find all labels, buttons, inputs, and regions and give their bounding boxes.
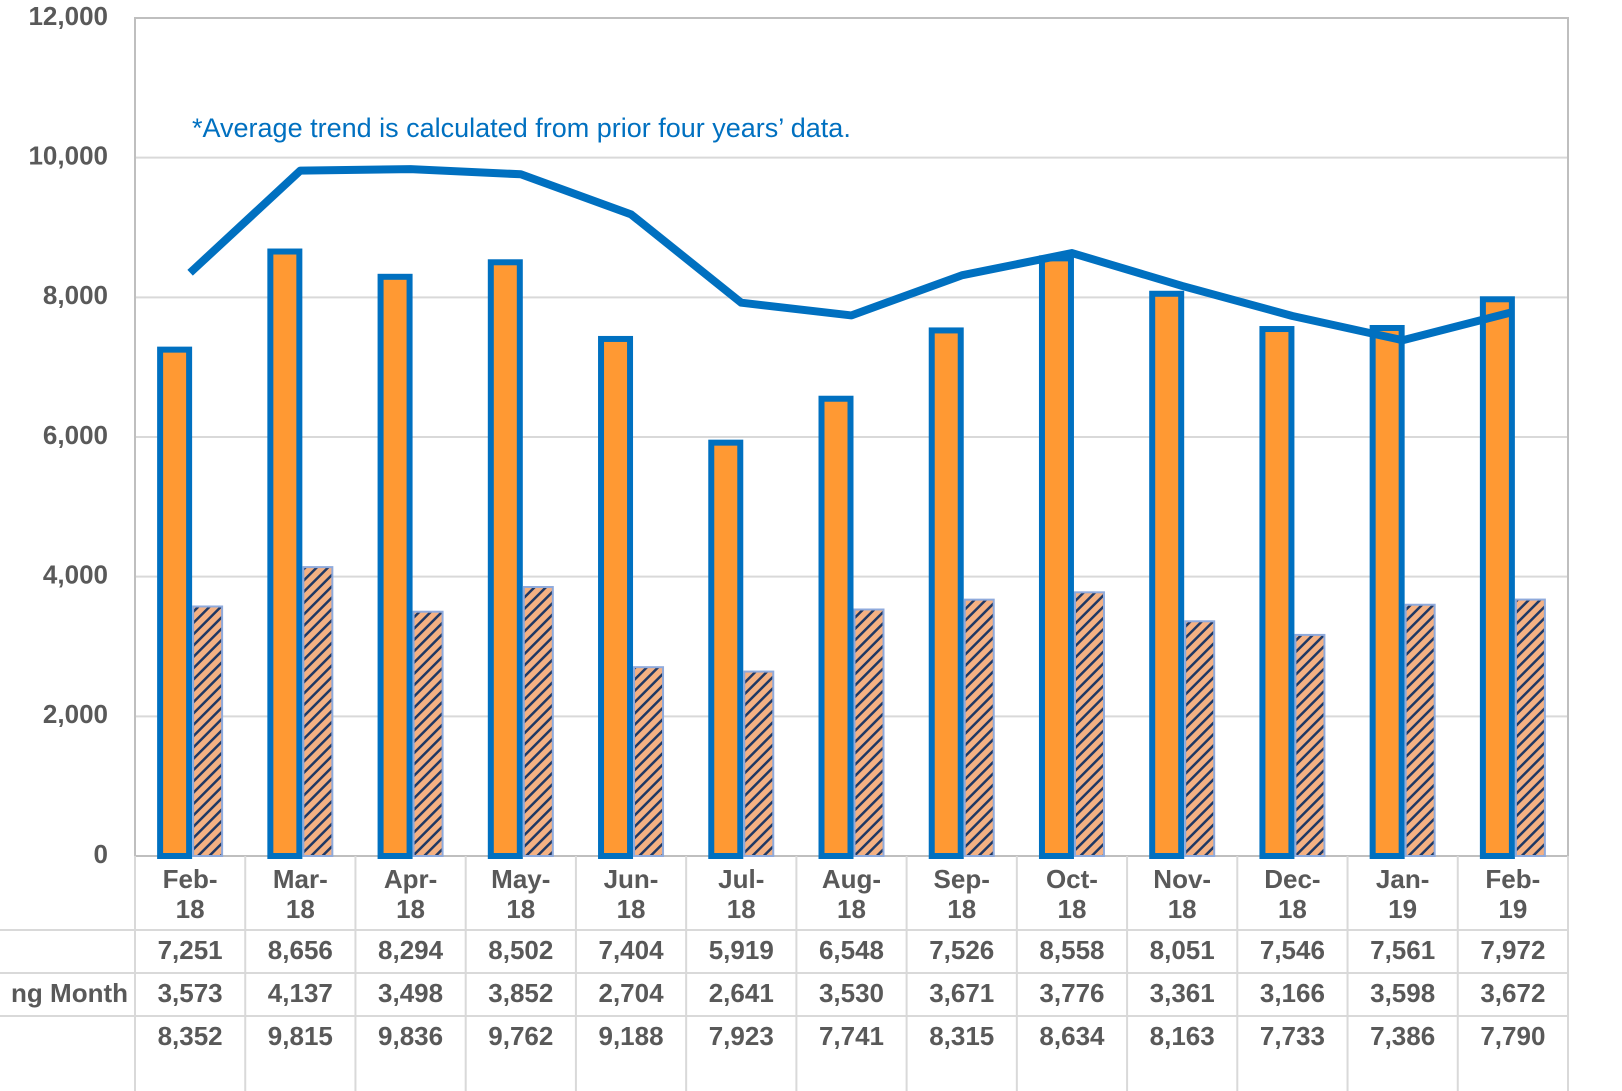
table-value: 4,137 <box>268 978 333 1008</box>
bar <box>1294 633 1326 857</box>
table-value: 8,558 <box>1039 935 1104 965</box>
bar <box>487 259 523 860</box>
x-tick-label: Sep-18 <box>933 864 990 924</box>
y-tick-label: 12,000 <box>28 1 108 31</box>
table-value: 8,294 <box>378 935 444 965</box>
y-tick-label: 4,000 <box>43 560 108 590</box>
y-tick-label: 10,000 <box>28 141 108 171</box>
table-value: 9,188 <box>598 1021 663 1051</box>
bar <box>598 335 634 860</box>
bar <box>928 327 964 859</box>
table-value: 8,352 <box>158 1021 223 1051</box>
table-value: 9,836 <box>378 1021 443 1051</box>
bar <box>1184 620 1216 857</box>
table-value: 3,672 <box>1480 978 1545 1008</box>
table-value: 7,741 <box>819 1021 884 1051</box>
table-value: 7,251 <box>158 935 223 965</box>
bar <box>1479 296 1515 859</box>
table-value: 8,163 <box>1150 1021 1215 1051</box>
table-value: 7,386 <box>1370 1021 1435 1051</box>
x-tick-label: Nov-18 <box>1153 864 1212 924</box>
table-value: 3,166 <box>1260 978 1325 1008</box>
table-value: 2,641 <box>709 978 774 1008</box>
table-value: 3,573 <box>158 978 223 1008</box>
bar <box>1404 603 1436 858</box>
x-tick-label: Mar-18 <box>272 864 328 924</box>
bar <box>1149 290 1185 859</box>
annotation: *Average trend is calculated from prior … <box>192 113 851 143</box>
x-tick-label: Feb-19 <box>1485 864 1541 924</box>
bar <box>1073 591 1105 857</box>
bar <box>192 605 224 857</box>
table-value: 8,656 <box>268 935 333 965</box>
x-tick-label: Jan-19 <box>1375 864 1430 924</box>
table-value: 6,548 <box>819 935 884 965</box>
bar <box>1259 326 1295 859</box>
y-tick-label: 8,000 <box>43 280 108 310</box>
table-value: 3,598 <box>1370 978 1435 1008</box>
x-tick-label: Jun-18 <box>603 864 659 924</box>
bar <box>633 666 665 857</box>
table-value: 7,404 <box>598 935 664 965</box>
table-value: 8,315 <box>929 1021 994 1051</box>
table-value: 7,561 <box>1370 935 1435 965</box>
x-tick-label: Feb-18 <box>162 864 218 924</box>
table-value: 7,972 <box>1480 935 1545 965</box>
bar <box>963 598 995 857</box>
bar <box>708 439 744 859</box>
table-value: 3,498 <box>378 978 443 1008</box>
table-value: 7,790 <box>1480 1021 1545 1051</box>
table-value: 8,502 <box>488 935 553 965</box>
bar <box>1369 324 1405 859</box>
y-tick-label: 0 <box>94 839 108 869</box>
bar <box>818 395 854 859</box>
table-value: 9,762 <box>488 1021 553 1051</box>
table-value: 3,776 <box>1039 978 1104 1008</box>
table-value: 7,733 <box>1260 1021 1325 1051</box>
table-value: 8,634 <box>1039 1021 1105 1051</box>
y-tick-label: 6,000 <box>43 420 108 450</box>
table-value: 2,704 <box>598 978 664 1008</box>
x-tick-label: Dec-18 <box>1264 864 1321 924</box>
x-tick-label: Oct-18 <box>1045 864 1098 924</box>
x-tick-label: Apr-18 <box>383 864 438 924</box>
bar <box>157 346 193 859</box>
table-value: 3,530 <box>819 978 884 1008</box>
bar <box>412 610 444 858</box>
bar <box>1038 255 1074 859</box>
bar <box>302 566 334 857</box>
bar <box>267 248 303 860</box>
table-value: 7,923 <box>709 1021 774 1051</box>
bar <box>377 273 413 860</box>
table-value: 7,526 <box>929 935 994 965</box>
x-tick-label: Aug-18 <box>821 864 882 924</box>
trend-line <box>187 165 1514 345</box>
bar <box>853 608 885 858</box>
row-label: ng Month <box>11 978 128 1008</box>
table-value: 3,361 <box>1150 978 1215 1008</box>
table-value: 3,671 <box>929 978 994 1008</box>
bar <box>743 670 775 858</box>
x-tick-label: May-18 <box>491 864 551 924</box>
y-tick-label: 2,000 <box>43 699 108 729</box>
bar <box>522 586 554 857</box>
table-value: 9,815 <box>268 1021 333 1051</box>
table-value: 5,919 <box>709 935 774 965</box>
x-tick-label: Jul-18 <box>718 864 765 924</box>
table-value: 3,852 <box>488 978 553 1008</box>
table-value: 7,546 <box>1260 935 1325 965</box>
table-value: 8,051 <box>1150 935 1215 965</box>
bar <box>1514 598 1546 858</box>
